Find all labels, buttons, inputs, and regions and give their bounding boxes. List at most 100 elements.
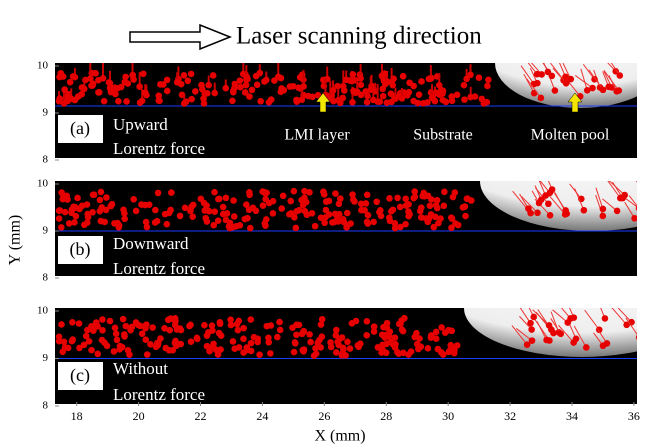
particle	[247, 225, 254, 232]
particle	[256, 70, 263, 77]
particle	[602, 315, 609, 322]
x-tick-label: 18	[71, 409, 83, 423]
particle	[534, 209, 541, 216]
particle	[383, 324, 390, 331]
particle	[280, 192, 287, 199]
particle	[215, 351, 222, 358]
particle	[313, 350, 320, 357]
particle	[265, 339, 272, 346]
x-tick-label: 32	[504, 409, 516, 423]
particle	[600, 342, 607, 349]
particle	[188, 96, 195, 103]
particle	[374, 98, 381, 105]
particle	[545, 69, 552, 76]
particle	[467, 71, 474, 78]
particle	[344, 210, 351, 217]
particle	[240, 325, 247, 332]
particle	[364, 93, 371, 100]
particle	[399, 95, 406, 102]
particle	[201, 100, 208, 107]
particle	[231, 213, 238, 220]
particle	[111, 348, 118, 355]
particle	[451, 350, 458, 357]
particle	[342, 352, 349, 359]
particle	[217, 320, 224, 327]
particle	[600, 206, 607, 213]
particle	[583, 344, 590, 351]
particle	[109, 201, 116, 208]
particle	[472, 93, 479, 100]
particle	[94, 351, 101, 358]
particle	[271, 77, 278, 84]
figure: Laser scanning direction X (mm) Y (mm) 8…	[0, 0, 649, 448]
particle	[642, 189, 649, 196]
particle	[464, 195, 471, 202]
particle	[75, 93, 82, 100]
particle	[534, 71, 541, 78]
particle	[216, 330, 223, 337]
particle	[462, 213, 469, 220]
particle	[247, 316, 254, 323]
particle	[402, 221, 409, 228]
particle	[262, 196, 269, 203]
particle	[317, 344, 324, 351]
particle	[349, 99, 356, 106]
particle	[254, 82, 261, 89]
particle	[58, 224, 65, 231]
particle	[98, 189, 105, 196]
particle	[73, 213, 80, 220]
particle	[149, 324, 156, 331]
particle	[354, 88, 361, 95]
particle	[418, 214, 425, 221]
particle	[600, 213, 607, 220]
panel-caption: Without	[113, 359, 168, 378]
annotation: LMI layer	[284, 127, 350, 144]
particle	[433, 335, 440, 342]
x-tick-label: 20	[133, 409, 145, 423]
particle	[81, 86, 88, 93]
particle	[249, 87, 256, 94]
particle	[573, 335, 580, 342]
particle	[278, 89, 285, 96]
panel-caption: Downward	[113, 234, 189, 253]
particle	[405, 213, 412, 220]
particle	[203, 202, 210, 209]
particle	[163, 221, 170, 228]
particle	[581, 207, 588, 214]
particle	[172, 322, 179, 329]
x-tick-label: 26	[318, 409, 330, 423]
particle	[261, 220, 268, 227]
particle	[388, 90, 395, 97]
particle	[211, 90, 218, 97]
particle	[98, 204, 105, 211]
particle	[211, 189, 218, 196]
particle	[190, 202, 197, 209]
particle	[85, 214, 92, 221]
particle	[642, 214, 649, 221]
particle	[383, 341, 390, 348]
particle	[347, 345, 354, 352]
particle	[382, 334, 389, 341]
y-tick-label: 9	[43, 107, 49, 119]
particle	[121, 331, 128, 338]
particle	[76, 320, 83, 327]
particle	[291, 188, 298, 195]
particle	[133, 208, 140, 215]
particle	[136, 83, 143, 90]
particle	[220, 204, 227, 211]
particle	[58, 321, 65, 328]
particle	[129, 72, 136, 79]
particle	[204, 332, 211, 339]
particle	[293, 225, 300, 232]
particle	[383, 79, 390, 86]
particle	[153, 343, 160, 350]
particle	[166, 210, 173, 217]
particle	[392, 344, 399, 351]
y-tick-label: 10	[37, 305, 49, 317]
particle	[406, 89, 413, 96]
particle	[335, 97, 342, 104]
particle	[172, 315, 179, 322]
particle	[120, 316, 127, 323]
particle	[168, 189, 175, 196]
particle	[243, 344, 250, 351]
